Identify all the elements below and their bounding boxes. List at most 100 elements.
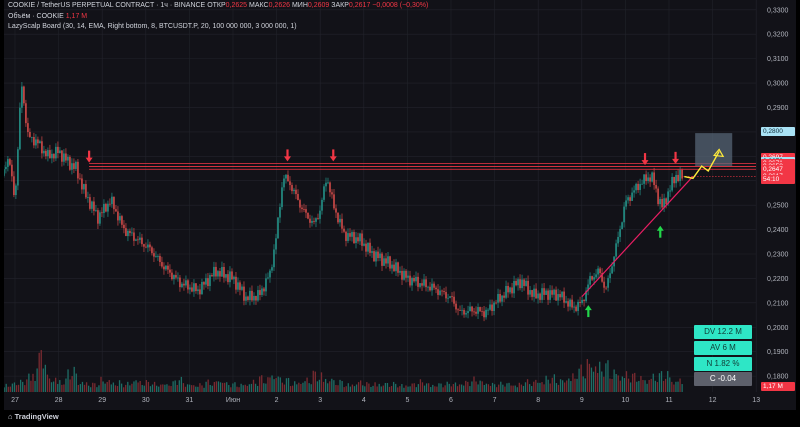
candle-body — [165, 265, 167, 270]
candle-body — [391, 264, 393, 269]
x-tick-label: Июн — [226, 397, 240, 404]
volume-bar — [15, 385, 18, 392]
candle-body — [479, 307, 481, 312]
volume-bar — [662, 380, 665, 392]
candle-body — [73, 163, 75, 169]
candle-body — [137, 239, 139, 241]
volume-bar — [611, 378, 613, 392]
volume-bar — [401, 384, 403, 392]
volume-bar — [69, 379, 71, 392]
volume-bar — [349, 386, 352, 392]
volume-bar — [539, 382, 541, 392]
candle-body — [197, 289, 199, 292]
candle-body — [315, 218, 317, 222]
volume-bar — [63, 384, 65, 392]
candle-body — [99, 212, 101, 224]
volume-bar — [42, 368, 44, 392]
volume-bar — [19, 379, 22, 392]
candle-body — [679, 169, 681, 181]
candle-body — [103, 203, 105, 214]
volume-bar — [553, 374, 556, 392]
volume-bar — [395, 383, 397, 392]
chart-area[interactable]: 0,33000,32000,31000,30000,29000,28000,27… — [4, 0, 796, 410]
volume-bar — [487, 384, 490, 392]
candle-body — [633, 190, 635, 193]
volume-bar — [240, 383, 242, 392]
candle-body — [149, 244, 151, 248]
price-axis-tag: 0,2800 — [761, 127, 795, 137]
candle-body — [415, 276, 417, 282]
candle-body — [45, 150, 47, 157]
x-tick-label: 6 — [449, 397, 453, 404]
volume-header[interactable]: Объём · COOKIE 1,17 M — [8, 13, 87, 20]
candle-body — [319, 210, 321, 219]
volume-bar — [267, 377, 269, 392]
candle-body — [449, 296, 451, 298]
volume-bar — [634, 372, 636, 392]
candle-body — [247, 296, 249, 300]
volume-bar — [397, 387, 399, 392]
volume-bar — [24, 385, 26, 392]
candle-body — [353, 232, 355, 244]
candle-body — [473, 311, 475, 313]
candle-body — [675, 174, 677, 184]
volume-bar — [259, 376, 261, 392]
volume-bar — [46, 374, 49, 392]
volume-bar — [615, 374, 617, 392]
candle-body — [537, 293, 539, 299]
volume-bar — [638, 380, 640, 392]
x-tick-label: 12 — [709, 397, 717, 404]
candle-body — [339, 218, 341, 223]
candle-body — [251, 290, 253, 301]
candle-body — [87, 197, 89, 198]
candle-body — [443, 291, 445, 293]
volume-bar — [537, 382, 539, 392]
symbol-title[interactable]: COOKIE / TetherUS PERPETUAL CONTRACT · 1… — [8, 2, 206, 9]
indicator-header[interactable]: LazyScalp Board (30, 14, EMA, Right bott… — [8, 23, 297, 30]
candle-body — [543, 288, 545, 295]
volume-bar — [90, 387, 92, 392]
candle-body — [417, 276, 419, 287]
x-tick-label: 11 — [665, 397, 672, 404]
candle-body — [611, 266, 613, 274]
volume-bar — [378, 383, 380, 392]
candle-body — [309, 218, 311, 223]
volume-bar — [203, 387, 205, 392]
volume-bar — [541, 382, 543, 392]
candle-body — [41, 141, 43, 154]
volume-bar — [570, 381, 572, 392]
volume-bar — [582, 376, 584, 392]
volume-bar — [248, 384, 251, 392]
candle-body — [635, 183, 637, 191]
candle-body — [399, 270, 401, 273]
volume-bar — [545, 375, 547, 392]
candle-body — [659, 199, 661, 205]
price-chart[interactable]: 0,33000,32000,31000,30000,29000,28000,27… — [4, 0, 796, 410]
candle-body — [663, 198, 665, 208]
volume-bar — [320, 372, 323, 392]
candle-body — [551, 290, 553, 295]
candle-body — [161, 262, 163, 267]
candle-body — [243, 286, 245, 301]
candle-body — [77, 161, 79, 179]
candle-body — [469, 306, 471, 312]
volume-bar — [564, 382, 566, 392]
volume-bar — [601, 371, 603, 392]
volume-bar — [38, 352, 40, 392]
volume-bar — [417, 384, 420, 392]
tradingview-logo[interactable]: ⌂ TradingView — [8, 412, 59, 421]
candle-body — [661, 199, 663, 208]
volume-bar — [372, 385, 374, 392]
candle-body — [283, 178, 285, 188]
candle-body — [641, 183, 643, 185]
trend-line — [581, 175, 694, 298]
down-arrow-head — [85, 157, 93, 163]
volume-bar — [605, 363, 607, 392]
candle-body — [375, 251, 377, 262]
volume-bar — [300, 383, 302, 392]
candle-body — [649, 177, 651, 182]
volume-bar — [246, 385, 248, 392]
volume-bar — [483, 384, 485, 392]
candle-body — [297, 194, 299, 201]
